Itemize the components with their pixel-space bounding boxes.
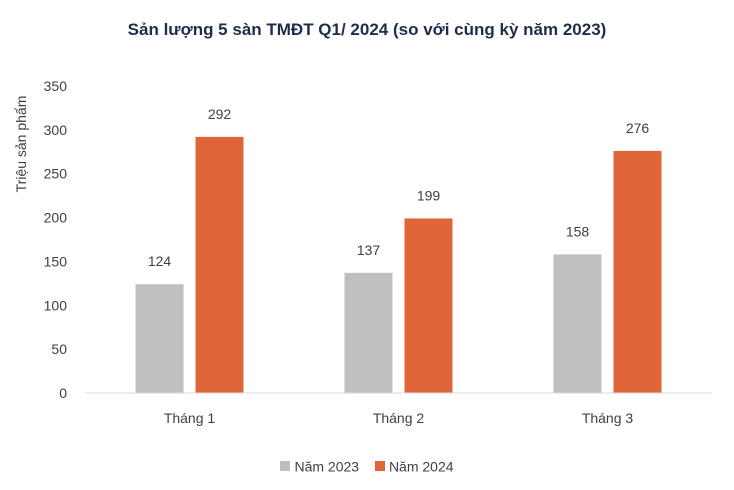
bar xyxy=(135,284,184,393)
y-axis-title: Triệu sản phẩm xyxy=(13,96,29,193)
bars xyxy=(135,136,662,394)
x-category-label: Tháng 1 xyxy=(164,410,216,426)
data-labels: 124 292 137 199 158 276 xyxy=(148,106,650,269)
y-tick-label: 350 xyxy=(44,78,68,94)
bar xyxy=(553,254,602,393)
bar xyxy=(404,218,453,393)
data-label: 158 xyxy=(566,223,590,239)
legend: Năm 2023 Năm 2024 xyxy=(0,456,734,474)
data-label: 199 xyxy=(417,187,441,203)
data-label: 124 xyxy=(148,253,172,269)
chart-title: Sản lượng 5 sàn TMĐT Q1/ 2024 (so với cù… xyxy=(127,20,607,39)
data-label: 276 xyxy=(626,120,650,136)
y-tick-label: 100 xyxy=(44,297,68,313)
legend-swatch-2023 xyxy=(280,460,291,471)
y-tick-label: 200 xyxy=(44,210,68,226)
x-category-label: Tháng 3 xyxy=(582,410,634,426)
y-tick-label: 150 xyxy=(44,253,68,269)
legend-item-2023: Năm 2023 xyxy=(280,457,359,474)
legend-swatch-2024 xyxy=(374,460,385,471)
y-tick-label: 50 xyxy=(51,341,67,357)
y-tick-label: 0 xyxy=(59,385,67,401)
x-axis-category-labels: Tháng 1 Tháng 2 Tháng 3 xyxy=(164,410,634,426)
bar xyxy=(613,150,662,393)
legend-item-2024: Năm 2024 xyxy=(374,457,454,474)
y-tick-label: 300 xyxy=(44,122,68,138)
y-tick-label: 250 xyxy=(44,166,68,182)
data-label: 137 xyxy=(357,242,381,258)
y-axis-ticks: 0 50 100 150 200 250 300 350 xyxy=(44,78,68,401)
legend-label-2023: Năm 2023 xyxy=(294,457,360,474)
bar xyxy=(195,136,244,394)
legend-label-2024: Năm 2024 xyxy=(388,457,454,474)
bar xyxy=(344,272,393,393)
x-category-label: Tháng 2 xyxy=(373,410,425,426)
data-label: 292 xyxy=(208,106,232,122)
